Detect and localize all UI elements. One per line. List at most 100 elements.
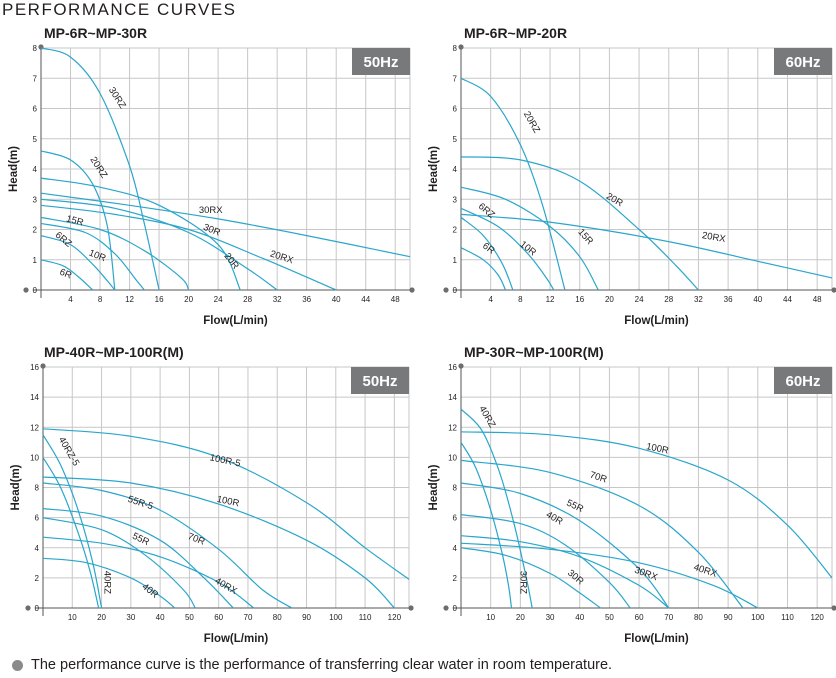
x-axis-end-dot	[409, 287, 415, 293]
x-axis-title: Flow(L/min)	[204, 633, 269, 645]
y-tick-label: 2	[33, 226, 38, 235]
x-tick-label: 16	[155, 295, 164, 304]
x-tick-label: 50	[605, 613, 614, 622]
y-axis-end-dot	[458, 44, 464, 50]
curve-label-6R: 6R	[480, 241, 496, 257]
frequency-badge-label: 50Hz	[362, 373, 397, 390]
y-tick-label: 4	[453, 544, 458, 553]
y-tick-label: 16	[30, 363, 39, 372]
frequency-badge	[774, 48, 832, 75]
footnote-text: The performance curve is the performance…	[31, 657, 613, 673]
x-tick-label: 4	[68, 295, 73, 304]
x-tick-label: 12	[546, 295, 555, 304]
curve-label-15R: 15R	[65, 213, 85, 228]
y-axis-end-dot	[40, 363, 46, 369]
x-tick-label: 28	[243, 295, 252, 304]
x-tick-label: 16	[575, 295, 584, 304]
x-tick-label: 40	[332, 295, 341, 304]
y-tick-label: 8	[33, 44, 38, 53]
y-tick-label: 12	[448, 423, 457, 432]
x-tick-label: 20	[516, 613, 525, 622]
y-tick-label: 5	[453, 135, 458, 144]
chart-title: MP-30R~MP-100R(M)	[464, 344, 604, 360]
x-tick-label: 30	[126, 613, 135, 622]
curve-label-100R: 100R	[216, 494, 241, 510]
curve-label-6RZ: 6RZ	[476, 201, 497, 221]
x-tick-label: 32	[273, 295, 282, 304]
x-tick-label: 100	[751, 613, 765, 622]
y-tick-label: 1	[453, 256, 458, 265]
x-tick-label: 60	[214, 613, 223, 622]
x-axis-start-dot	[443, 287, 449, 293]
curve-label-55R: 55R	[565, 498, 586, 515]
y-tick-label: 4	[33, 165, 38, 174]
y-tick-label: 8	[453, 484, 458, 493]
x-tick-label: 110	[781, 613, 794, 622]
y-axis-title: Head(m)	[428, 464, 440, 510]
chart-title: MP-6R~MP-20R	[464, 25, 567, 41]
y-tick-label: 2	[35, 574, 40, 583]
curve-6R	[40, 259, 94, 291]
curve-6RZ	[40, 235, 116, 291]
x-tick-label: 70	[664, 613, 673, 622]
x-axis-start-dot	[23, 287, 29, 293]
x-tick-label: 40	[753, 295, 762, 304]
curve-6R	[460, 247, 507, 291]
y-tick-label: 4	[453, 165, 458, 174]
chart-title: MP-40R~MP-100R(M)	[44, 344, 184, 360]
x-tick-label: 40	[156, 613, 165, 622]
curve-30RX	[460, 535, 670, 609]
curve-30RZ	[460, 441, 513, 609]
curve-20RZ	[460, 77, 566, 291]
y-axis-title: Head(m)	[428, 146, 440, 192]
y-tick-label: 10	[448, 453, 457, 462]
x-tick-label: 100	[329, 613, 343, 622]
chart-panel-3: MP-40R~MP-100R(M) 0 2 4 6 8 10 12 14 16 10 20 30 40 50…	[10, 344, 414, 645]
x-axis-title: Flow(L/min)	[624, 315, 689, 327]
curve-30R	[460, 547, 601, 609]
x-tick-label: 24	[214, 295, 223, 304]
x-axis-end-dot	[831, 287, 836, 293]
page-title: PERFORMANCE CURVES	[2, 0, 237, 19]
curve-label-30RZ: 30RZ	[517, 571, 528, 594]
y-tick-label: 16	[448, 363, 457, 372]
curve-10R	[40, 222, 145, 291]
curve-40RX	[42, 536, 255, 609]
curve-40RZ	[42, 457, 100, 609]
curve-55R	[460, 482, 670, 609]
x-tick-label: 30	[546, 613, 555, 622]
x-tick-label: 10	[68, 613, 77, 622]
x-tick-label: 36	[724, 295, 733, 304]
x-axis-start-dot	[25, 605, 31, 611]
x-tick-label: 120	[388, 613, 402, 622]
curve-20R	[460, 156, 699, 291]
x-tick-label: 28	[664, 295, 673, 304]
y-tick-label: 2	[453, 226, 458, 235]
frequency-badge	[352, 48, 410, 75]
curve-40R	[460, 514, 631, 609]
y-tick-label: 2	[453, 574, 458, 583]
curve-label-30R: 30R	[202, 222, 222, 239]
chart-panel-4: MP-30R~MP-100R(M) 0 2 4 6 8 10 12 14 16 10 20 30 40 50…	[428, 344, 836, 645]
curve-100R-5	[42, 428, 410, 580]
x-tick-label: 36	[302, 295, 311, 304]
x-axis-title: Flow(L/min)	[203, 315, 268, 327]
curve-label-40R: 40R	[544, 509, 565, 527]
frequency-badge-label: 60Hz	[785, 54, 820, 71]
curve-20RX	[40, 204, 337, 291]
x-axis-end-dot	[408, 605, 414, 611]
curve-15R	[460, 186, 599, 291]
footnote: The performance curve is the performance…	[12, 657, 612, 673]
x-tick-label: 24	[635, 295, 644, 304]
x-tick-label: 4	[488, 295, 493, 304]
curve-40R	[42, 557, 176, 609]
curve-label-20RX: 20RX	[701, 230, 727, 245]
curve-label-70R: 70R	[588, 470, 608, 486]
y-tick-label: 0	[453, 604, 458, 613]
curve-30R	[40, 177, 241, 291]
y-tick-label: 14	[448, 393, 457, 402]
x-tick-label: 48	[813, 295, 822, 304]
